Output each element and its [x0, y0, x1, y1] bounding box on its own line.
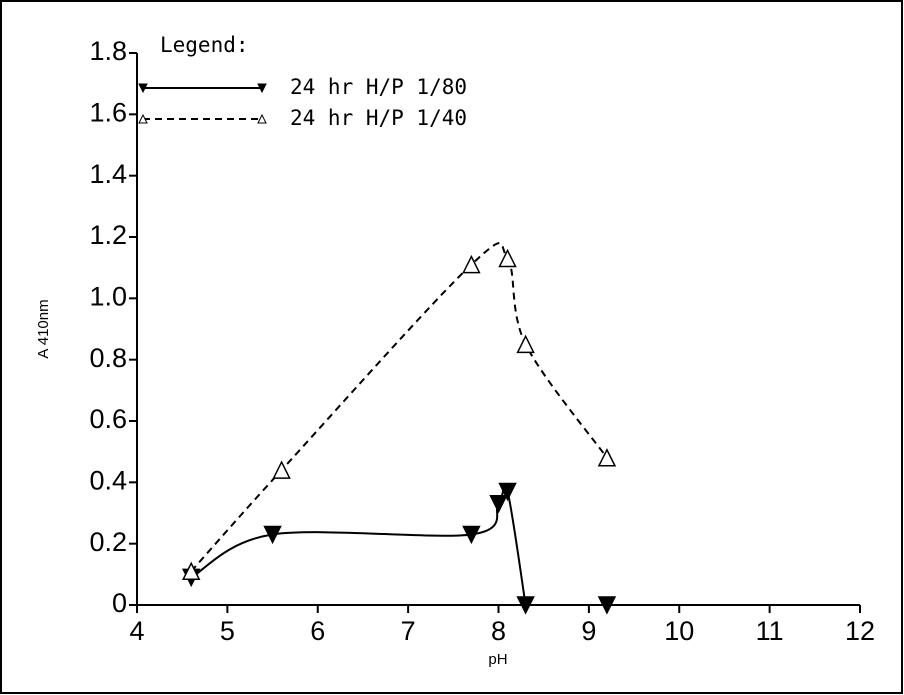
x-tick-label: 11 — [756, 616, 784, 646]
data-point — [597, 596, 617, 615]
data-point — [182, 561, 201, 581]
data-point — [462, 525, 481, 545]
x-tick-label: 7 — [401, 616, 416, 646]
data-point — [462, 254, 481, 274]
y-tick-label: 0.6 — [89, 404, 127, 434]
data-point — [498, 248, 517, 268]
legend-label: 24 hr H/P 1/40 — [290, 106, 467, 130]
data-point — [597, 448, 617, 467]
data-point — [516, 596, 535, 615]
x-tick-label: 6 — [310, 616, 325, 646]
y-tick-label: 1.6 — [89, 97, 127, 127]
x-tick-label: 4 — [129, 616, 144, 646]
series-line — [190, 242, 608, 572]
legend-marker — [138, 113, 148, 124]
data-point — [272, 460, 291, 479]
y-tick-label: 0.4 — [89, 465, 127, 495]
data-point — [498, 482, 517, 502]
x-axis-label: pH — [488, 651, 507, 668]
series-line — [190, 484, 527, 606]
data-point — [516, 334, 535, 354]
legend-marker — [257, 113, 267, 124]
y-tick-label: 1.4 — [89, 159, 127, 189]
data-point — [263, 525, 282, 545]
legend-title: Legend: — [160, 33, 249, 57]
x-tick-label: 10 — [664, 616, 694, 646]
y-tick-label: 0.8 — [89, 343, 127, 373]
y-tick-label: 0.2 — [89, 527, 127, 557]
y-tick-label: 1.0 — [89, 281, 127, 311]
x-tick-label: 5 — [220, 616, 235, 646]
y-axis-label: A 410nm — [35, 299, 52, 358]
legend-marker — [257, 83, 267, 94]
x-tick-label: 12 — [845, 616, 875, 646]
legend-label: 24 hr H/P 1/80 — [290, 75, 467, 99]
y-tick-label: 1.8 — [89, 36, 127, 66]
x-tick-label: 9 — [581, 616, 596, 646]
y-tick-label: 0 — [112, 588, 127, 618]
data-point — [489, 495, 508, 514]
legend-marker — [138, 83, 148, 94]
y-tick-label: 1.2 — [89, 220, 127, 250]
x-tick-label: 8 — [491, 616, 506, 646]
